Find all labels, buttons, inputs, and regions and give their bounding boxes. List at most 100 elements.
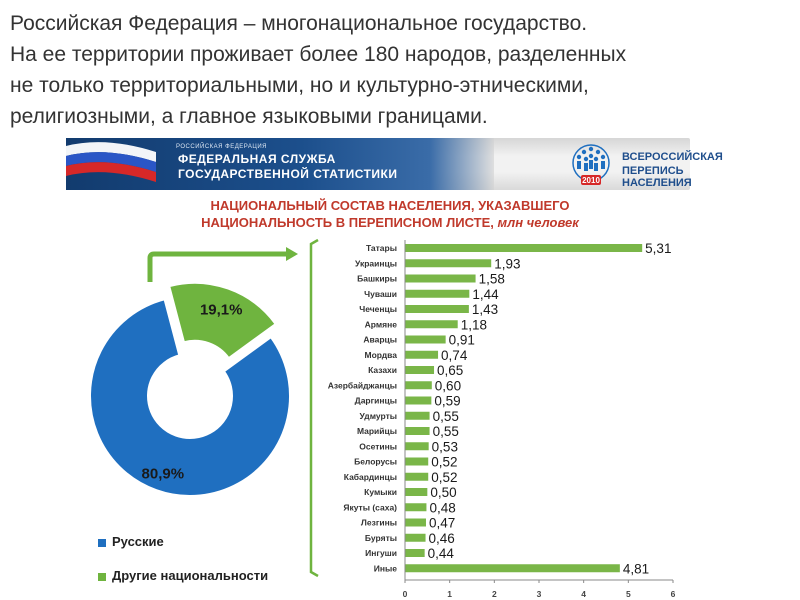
rosstat-banner-panel: РОССИЙСКАЯ ФЕДЕРАЦИЯ ФЕДЕРАЛЬНАЯ СЛУЖБА …	[66, 138, 494, 190]
bar-value-label: 0,50	[430, 485, 456, 500]
bar	[405, 488, 428, 496]
chart-title-line2-main: НАЦИОНАЛЬНОСТЬ В ПЕРЕПИСНОМ ЛИСТЕ,	[201, 215, 494, 230]
bar	[405, 320, 458, 329]
heading-line: религиозными, а главное языковыми границ…	[10, 105, 488, 128]
heading-line: Российская Федерация – многонациональное…	[10, 12, 588, 35]
bar-value-label: 0,65	[437, 363, 463, 378]
slide-heading: Российская Федерация – многонациональное…	[10, 8, 795, 132]
bar-category-label: Марийцы	[357, 426, 397, 436]
x-tick-label: 1	[447, 589, 452, 599]
bar	[405, 411, 430, 420]
legend-swatch-blue	[98, 538, 106, 547]
bar-value-label: 1,93	[494, 256, 520, 271]
bar-category-label: Лезгины	[361, 518, 397, 528]
pie-slice	[89, 298, 291, 497]
x-tick-label: 2	[492, 589, 497, 599]
bar-value-label: 0,60	[435, 378, 461, 393]
bar-value-label: 0,44	[428, 546, 455, 561]
bar-category-label: Ингуши	[365, 548, 397, 558]
bar	[405, 259, 492, 268]
connector-arrow-line	[147, 251, 288, 282]
legend-label: Другие национальности	[112, 568, 269, 583]
bar	[405, 503, 427, 512]
bar	[405, 518, 426, 527]
census-people-circle-icon: 2010	[572, 144, 610, 185]
bar	[405, 549, 425, 557]
bar-category-label: Кумыки	[364, 487, 397, 497]
x-tick-label: 6	[671, 589, 676, 599]
bar-category-label: Аварцы	[363, 335, 397, 345]
bar	[405, 381, 432, 390]
bar-value-label: 0,91	[449, 333, 475, 348]
bar	[405, 366, 435, 374]
bar-category-label: Мордва	[365, 350, 398, 360]
bar-category-label: Чуваши	[364, 289, 397, 299]
legend-label: Русские	[112, 534, 164, 549]
bar-category-label: Удмурты	[360, 411, 397, 421]
census-title-line1: ВСЕРОССИЙСКАЯ	[622, 151, 723, 163]
legend-item-others: Другие национальности	[98, 568, 338, 583]
bar-value-label: 0,55	[433, 409, 459, 424]
bar-category-label: Чеченцы	[359, 304, 397, 314]
pie-slice	[168, 281, 278, 360]
bar-category-label: Белорусы	[354, 457, 397, 467]
bar-category-label: Осетины	[359, 441, 397, 451]
x-tick-label: 4	[581, 589, 586, 599]
bar-category-label: Якуты (саха)	[343, 502, 397, 512]
bar-value-label: 1,44	[472, 287, 499, 302]
bar-value-label: 0,52	[431, 470, 457, 485]
census-title-line2: ПЕРЕПИСЬ НАСЕЛЕНИЯ	[622, 165, 692, 189]
rosstat-title-line2: ГОСУДАРСТВЕННОЙ СТАТИСТИКИ	[178, 167, 398, 181]
legend-swatch-green	[98, 572, 106, 581]
rosstat-title-line1: ФЕДЕРАЛЬНАЯ СЛУЖБА	[178, 152, 336, 166]
bar	[405, 305, 469, 313]
bar	[405, 457, 429, 466]
bar-category-label: Кабардинцы	[344, 472, 397, 482]
chart-title-line1: НАЦИОНАЛЬНЫЙ СОСТАВ НАСЕЛЕНИЯ, УКАЗАВШЕГ…	[210, 198, 570, 213]
legend-item-russians: Русские	[98, 534, 338, 549]
pie-slice-label: 19,1%	[200, 301, 243, 318]
bar	[405, 396, 432, 405]
x-tick-label: 5	[626, 589, 631, 599]
bar	[405, 472, 429, 481]
connector-arrowhead	[286, 247, 298, 261]
bar-category-label: Азербайджанцы	[328, 380, 397, 390]
census-logo-year: 2010	[582, 176, 600, 185]
bar-value-label: 0,48	[429, 500, 455, 515]
bracket-line	[309, 238, 319, 578]
bar-category-label: Казахи	[368, 365, 397, 375]
bar-category-label: Иные	[374, 563, 398, 573]
bar	[405, 533, 426, 542]
bar-category-label: Татары	[366, 243, 397, 253]
chart-title-line2: НАЦИОНАЛЬНОСТЬ В ПЕРЕПИСНОМ ЛИСТЕ, млн ч…	[100, 214, 680, 231]
rosstat-census-banner: РОССИЙСКАЯ ФЕДЕРАЦИЯ ФЕДЕРАЛЬНАЯ СЛУЖБА …	[66, 138, 723, 190]
bar	[405, 244, 643, 252]
bar	[405, 564, 620, 573]
bar-value-label: 0,47	[429, 516, 455, 531]
bar	[405, 274, 476, 283]
bar-category-label: Буряты	[365, 533, 397, 543]
bar-value-label: 0,55	[433, 424, 459, 439]
chart-title-unit: млн человек	[497, 215, 579, 230]
bar	[405, 427, 430, 435]
bar-category-label: Армяне	[365, 319, 398, 329]
bar-value-label: 1,43	[472, 302, 498, 317]
x-tick-label: 0	[403, 589, 408, 599]
heading-line: не только территориальными, но и культур…	[10, 74, 589, 97]
bar	[405, 289, 470, 298]
bar-category-label: Украинцы	[355, 258, 397, 268]
bar-category-label: Даргинцы	[355, 396, 397, 406]
bar	[405, 335, 446, 344]
bar	[405, 350, 439, 359]
bar-value-label: 5,31	[645, 241, 671, 256]
bar-value-label: 0,59	[434, 394, 460, 409]
pie-slice-label: 80,9%	[142, 465, 185, 482]
bar	[405, 442, 429, 451]
banner-small-text: РОССИЙСКАЯ ФЕДЕРАЦИЯ	[176, 144, 267, 150]
bar-value-label: 4,81	[623, 561, 649, 576]
bar-value-label: 0,52	[431, 455, 457, 470]
bar-value-label: 0,53	[432, 439, 458, 454]
heading-line: На ее территории проживает более 180 нар…	[10, 43, 627, 66]
bar-value-label: 0,46	[429, 531, 455, 546]
